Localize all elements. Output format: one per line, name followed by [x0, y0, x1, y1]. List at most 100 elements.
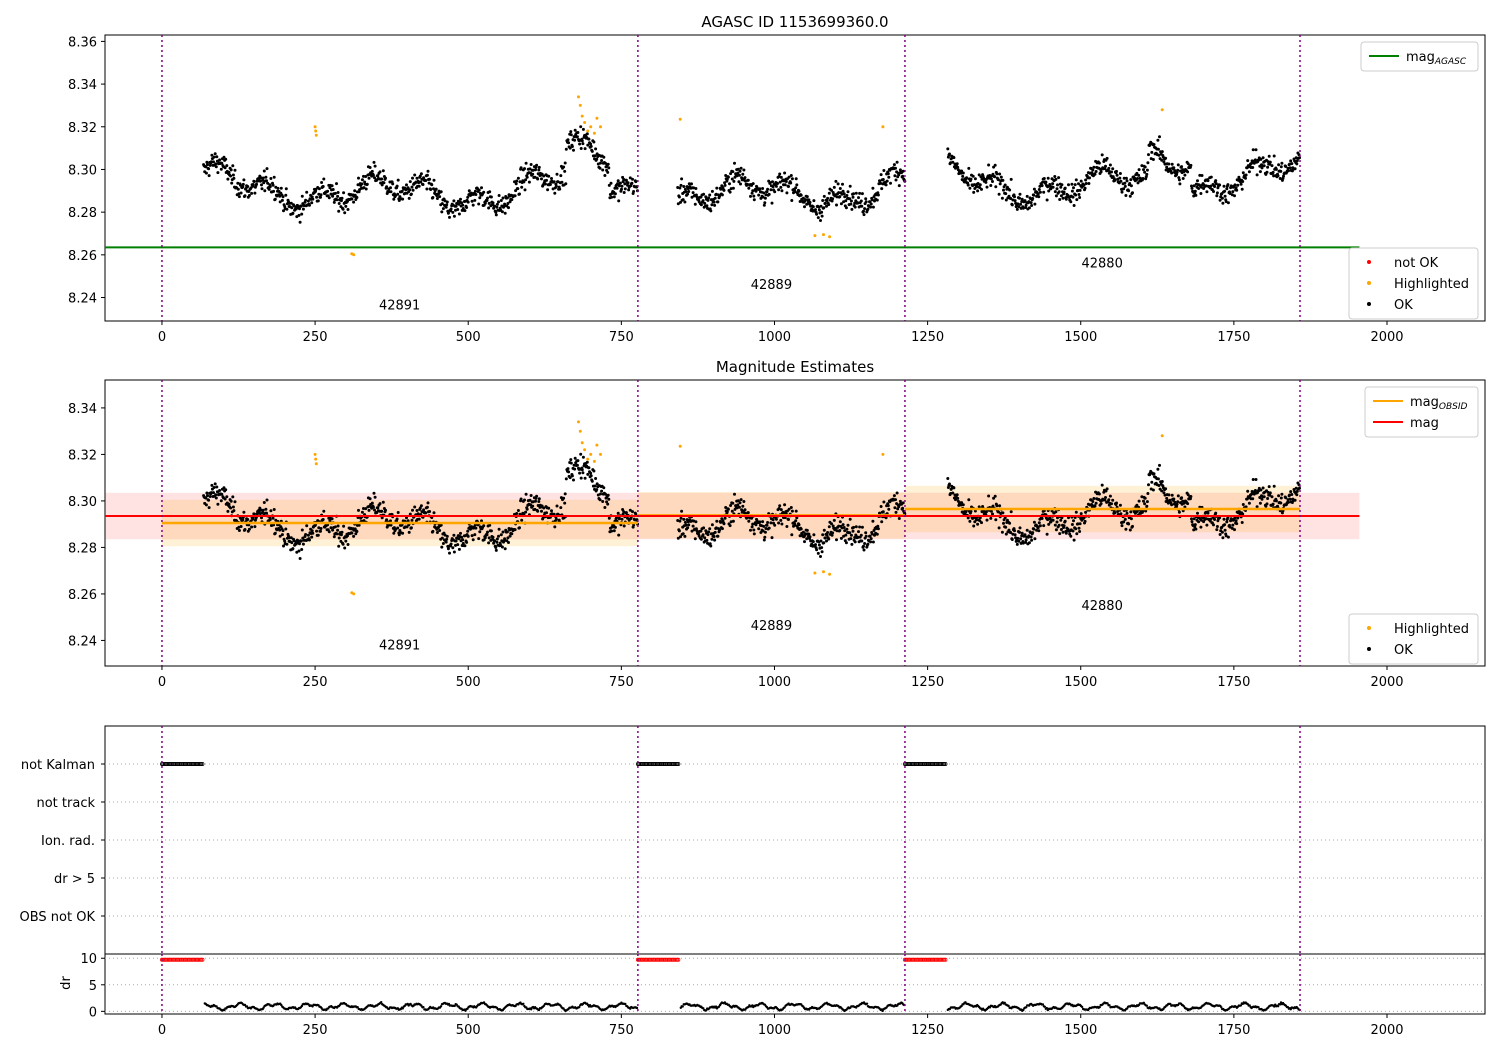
p1-ok-point — [230, 181, 234, 185]
p1-ok-point — [862, 213, 866, 217]
p4-dr-point — [681, 1005, 684, 1008]
p1-ok-point — [894, 166, 897, 170]
p1-ok-point — [763, 196, 767, 200]
p2-ok-point — [844, 533, 848, 537]
p1-ok-point — [548, 183, 552, 186]
p1-ok-point — [408, 188, 412, 192]
p1-ok-point — [1099, 170, 1103, 174]
p2-ok-point — [820, 550, 824, 554]
p4-dr-point — [422, 1006, 425, 1009]
p1-ok-point — [946, 147, 950, 151]
p2-ok-point — [285, 542, 289, 546]
p1-ok-point — [590, 149, 594, 153]
p1-ok-point — [489, 195, 493, 199]
p2-ok-point — [332, 535, 336, 539]
p2-ok-point — [580, 468, 584, 472]
p1-ok-point — [778, 172, 782, 176]
p1-ok-point — [529, 171, 532, 175]
p2-ok-point — [852, 525, 856, 529]
p1-ok-point — [362, 174, 365, 178]
p2-ok-point — [998, 504, 1002, 508]
p1-ok-point — [428, 177, 432, 181]
p2-ok-point — [482, 524, 486, 528]
p2-ok-point — [350, 531, 354, 535]
p1-ok-point — [999, 175, 1003, 179]
p1-ok-point — [425, 187, 429, 191]
p1-ok-point — [585, 132, 589, 136]
p1-ok-point — [960, 169, 964, 173]
p1-ok-point — [726, 175, 730, 179]
p1-ok-point — [550, 177, 553, 180]
p2-highlighted-point — [1160, 434, 1164, 438]
p1-ok-point — [627, 188, 631, 192]
p2-ok-point — [385, 518, 389, 522]
p1-ok-point — [1032, 193, 1036, 197]
p2-ok-point — [1129, 510, 1133, 514]
p1-ok-point — [622, 191, 626, 194]
p2-ok-point — [573, 467, 577, 471]
p2-ytick-label: 8.34 — [68, 402, 97, 417]
p2-ok-point — [497, 527, 501, 531]
p1-ok-point — [1015, 207, 1019, 211]
p1-ok-point — [1215, 191, 1219, 195]
p2-ok-point — [709, 544, 713, 548]
p1-ok-point — [690, 195, 694, 199]
p2-ok-point — [466, 529, 470, 533]
p1-ok-point — [285, 207, 289, 211]
p1-ok-point — [901, 174, 905, 178]
p2-ok-point — [524, 492, 528, 496]
p1-ok-point — [537, 168, 541, 172]
p1-highlighted-point — [352, 253, 356, 257]
p1-ok-point — [457, 212, 461, 216]
p1-ok-point — [846, 190, 850, 194]
p1-ok-point — [1268, 160, 1272, 164]
p2-ok-point — [1254, 478, 1258, 481]
p2-ok-point — [1094, 501, 1098, 505]
p1-ok-point — [860, 192, 864, 196]
p1-ok-point — [592, 140, 596, 144]
p1-ok-point — [617, 199, 621, 203]
p2-ok-point — [444, 540, 448, 544]
p2-ok-point — [631, 510, 634, 514]
p1-ok-point — [693, 202, 697, 206]
p1-ok-point — [871, 205, 875, 209]
p2-ok-point — [566, 467, 570, 471]
p1-ok-point — [1196, 179, 1199, 183]
p1-ok-point — [223, 166, 227, 170]
p1-obsid-label: 42891 — [379, 298, 420, 313]
p2-ok-point — [494, 546, 498, 549]
p1-ok-point — [445, 200, 449, 204]
p2-ok-point — [331, 528, 335, 532]
p1-ok-point — [1158, 135, 1161, 139]
p1-ok-point — [1062, 190, 1066, 194]
p1-ok-point — [1036, 192, 1040, 196]
p2-ok-point — [863, 542, 867, 545]
p1-ok-point — [480, 186, 483, 190]
p1-ok-point — [266, 181, 270, 185]
p2-ok-point — [785, 525, 789, 528]
p2-ok-point — [838, 520, 842, 524]
p2-ok-point — [995, 504, 999, 508]
p2-ok-point — [844, 541, 848, 545]
p2-ok-point — [534, 499, 537, 503]
p1-ok-point — [236, 187, 240, 191]
p2-ok-point — [720, 527, 724, 531]
p1-ok-point — [220, 161, 224, 165]
p1-ok-point — [1067, 183, 1070, 187]
p1-ok-point — [871, 186, 875, 190]
p1-ok-point — [808, 200, 812, 204]
p2-ok-point — [449, 542, 453, 546]
p2-ok-point — [219, 499, 223, 503]
p1-ok-point — [265, 167, 269, 171]
p1-ok-point — [272, 189, 276, 193]
p1-ok-point — [989, 177, 993, 181]
p1-ok-point — [738, 169, 742, 173]
p1-ok-point — [1220, 196, 1224, 200]
p1-ok-point — [844, 199, 848, 203]
p2-ok-point — [980, 521, 983, 525]
p2-ok-point — [367, 508, 371, 512]
p1-ok-point — [1253, 158, 1257, 162]
p1-ok-point — [831, 197, 835, 201]
p1-ok-point — [381, 169, 385, 173]
p2-ok-point — [589, 471, 593, 475]
